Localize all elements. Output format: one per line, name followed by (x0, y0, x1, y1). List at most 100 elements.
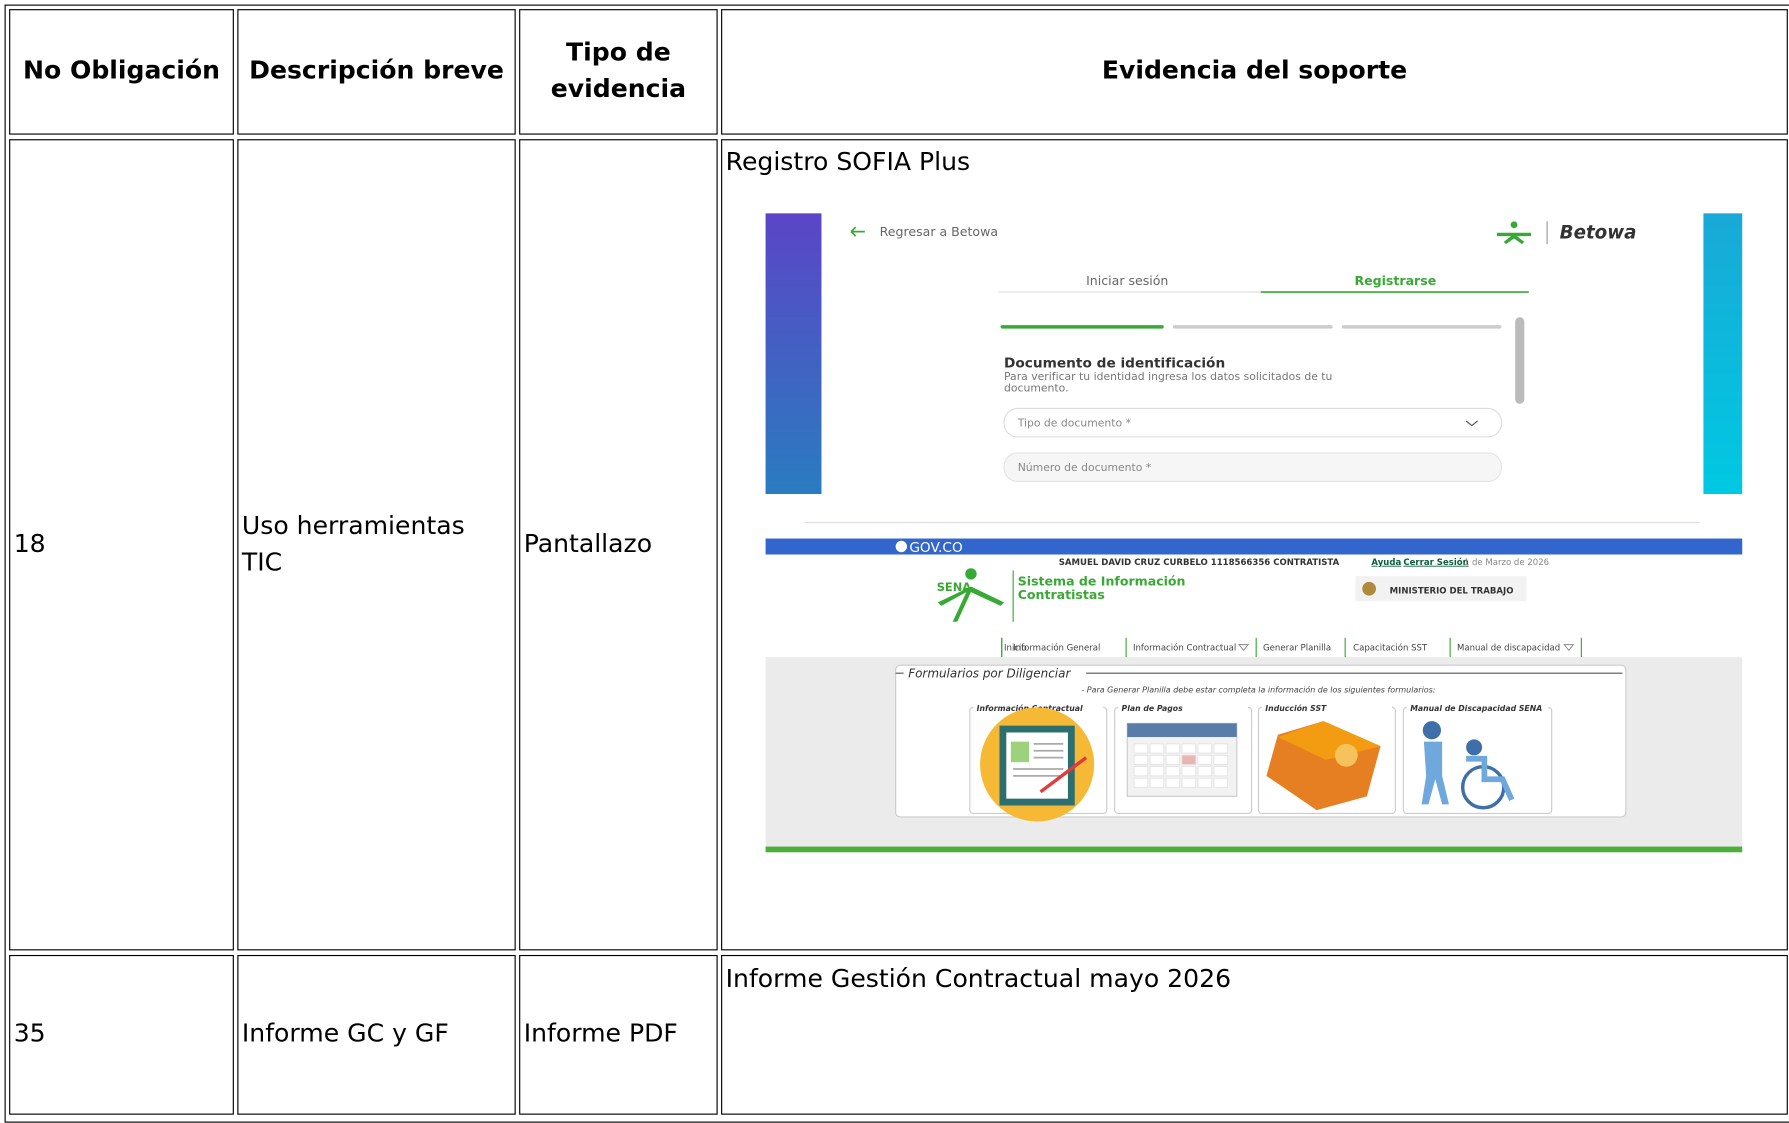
logo-shape (1496, 232, 1532, 245)
evidence-type: Informe PDF (519, 954, 718, 1115)
description: Uso herramientas TIC (237, 139, 516, 951)
field-label: Número de documento * (1018, 461, 1152, 474)
evidence-type: Pantallazo (519, 139, 718, 951)
icon-grid (1133, 743, 1149, 754)
header-cell: Tipo de evidencia (519, 9, 718, 135)
screen-bg (765, 213, 1743, 495)
forms-note: - Para Generar Planilla debe estar compl… (1081, 685, 1435, 695)
icon-grid (1181, 777, 1197, 788)
header-cell: Descripción breve (237, 9, 516, 135)
icon-grid (1133, 754, 1149, 765)
sena-logo (1496, 221, 1532, 245)
input (1003, 407, 1503, 438)
form-cards: Información Contractual Plan de Pagos Indu… (969, 701, 1553, 822)
nav-arrow (1563, 644, 1575, 652)
forms-legend: Formularios por Diligenciar (908, 667, 1071, 681)
card-title-bg (973, 701, 1104, 712)
icon-grid (1213, 743, 1228, 754)
logo-shape (965, 568, 977, 580)
nav-item: Generar Planilla (1263, 643, 1331, 653)
form-card-title: Inducción SST (1265, 704, 1327, 713)
icon-grid (1165, 754, 1181, 765)
icon (1466, 755, 1515, 801)
card-title-bg (1261, 701, 1392, 712)
icon (1334, 743, 1358, 767)
brand: Betowa (1560, 222, 1637, 243)
field-label: Tipo de documento * (1017, 417, 1132, 430)
logo-text: SENA (937, 580, 972, 594)
progress-step (1172, 325, 1333, 329)
header-cell: Evidencia del soporte (721, 9, 1788, 135)
icon (1127, 723, 1237, 738)
scrollbar (1515, 317, 1525, 404)
icon-grid (1165, 766, 1181, 777)
logo-shape (937, 586, 1005, 622)
nav-item: Información General (1013, 642, 1100, 653)
link: Cerrar Sesión (1403, 557, 1468, 568)
sena-logo (937, 568, 1005, 622)
side-strip (765, 213, 822, 495)
date: 1 de Marzo de 2026 (1464, 558, 1549, 568)
link: Ayuda (1371, 558, 1401, 568)
icon-grid (1165, 777, 1181, 788)
icon-grid (1197, 766, 1213, 777)
icon (1466, 739, 1483, 756)
icon-grid (1149, 743, 1165, 754)
icon-grid (1149, 777, 1165, 788)
progress-step (1341, 325, 1502, 329)
ministry-box (1355, 576, 1527, 602)
contratistas-screenshot: GOV.CO SAMUEL DAVID CRUZ CURBELO 1118566… (765, 538, 1743, 853)
icon (1422, 721, 1442, 740)
evidence-cell (721, 139, 1788, 951)
section-title: Documento de identificación (1004, 355, 1225, 371)
ministry-crest (1362, 581, 1376, 596)
gov-icon (895, 540, 908, 553)
obligation-number: 18 (9, 139, 234, 951)
chevron (1465, 420, 1478, 427)
card-title-bg (1406, 701, 1549, 712)
header-cell: No Obligación (9, 9, 234, 135)
gov-bar (765, 538, 1743, 555)
progress-step (1000, 325, 1164, 329)
back-link: Regresar a Betowa (880, 224, 998, 239)
icon (1010, 741, 1030, 763)
tab: Iniciar sesión (1086, 273, 1168, 288)
system-name: Sistema de Información (1018, 573, 1186, 588)
icon-grid (1181, 743, 1197, 754)
icon-grid (1181, 766, 1197, 777)
card-title-bg (1118, 701, 1249, 712)
evidence-caption: Informe Gestión Contractual mayo 2026 (725, 965, 1232, 994)
nav-item: Capacitación SST (1353, 642, 1428, 653)
icon-grid (1213, 766, 1228, 777)
icon-grid (1197, 777, 1213, 788)
icon-grid (1149, 766, 1165, 777)
back-arrow (850, 226, 865, 237)
icon-grid (1181, 754, 1197, 765)
footer-bar (765, 846, 1743, 853)
icon-grid (1133, 766, 1149, 777)
side-strip (1703, 213, 1743, 495)
icon-grid (1197, 754, 1213, 765)
instructions: Para verificar tu identidad ingresa los … (1004, 370, 1332, 383)
user-info: SAMUEL DAVID CRUZ CURBELO 1118566356 CON… (1059, 558, 1340, 568)
instructions: documento. (1004, 381, 1069, 394)
icon (1013, 743, 1064, 777)
form-card-title: Plan de Pagos (1122, 704, 1184, 713)
ministry: MINISTERIO DEL TRABAJO (1390, 586, 1514, 596)
icon-grid (1149, 754, 1165, 765)
tab: Registrarse (1354, 273, 1436, 288)
icon (1039, 756, 1088, 794)
icon-grid (1213, 754, 1228, 765)
gov-banner: GOV.CO (909, 540, 962, 556)
betowa-screenshot: Regresar a Betowa Betowa Iniciar sesión … (765, 213, 1743, 524)
system-name: Contratistas (1018, 587, 1105, 602)
logo-shape (1510, 221, 1518, 229)
icon-grid (1165, 743, 1181, 754)
input (1003, 452, 1503, 483)
legend-bg (903, 666, 1087, 681)
